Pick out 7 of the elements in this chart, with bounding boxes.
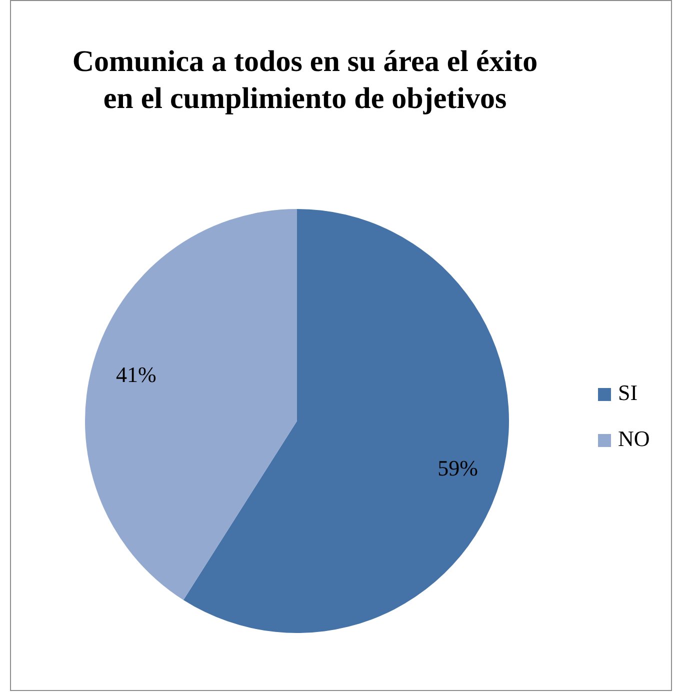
legend-label: SI (618, 380, 638, 405)
data-label: 59% (438, 455, 478, 480)
pie-slice (85, 209, 297, 600)
legend-label: NO (618, 426, 650, 451)
pie-slice (183, 209, 509, 633)
data-label: 41% (116, 362, 156, 387)
chart-title: Comunica a todos en su área el éxito en el cumplimiento de objetivos (72, 45, 538, 115)
